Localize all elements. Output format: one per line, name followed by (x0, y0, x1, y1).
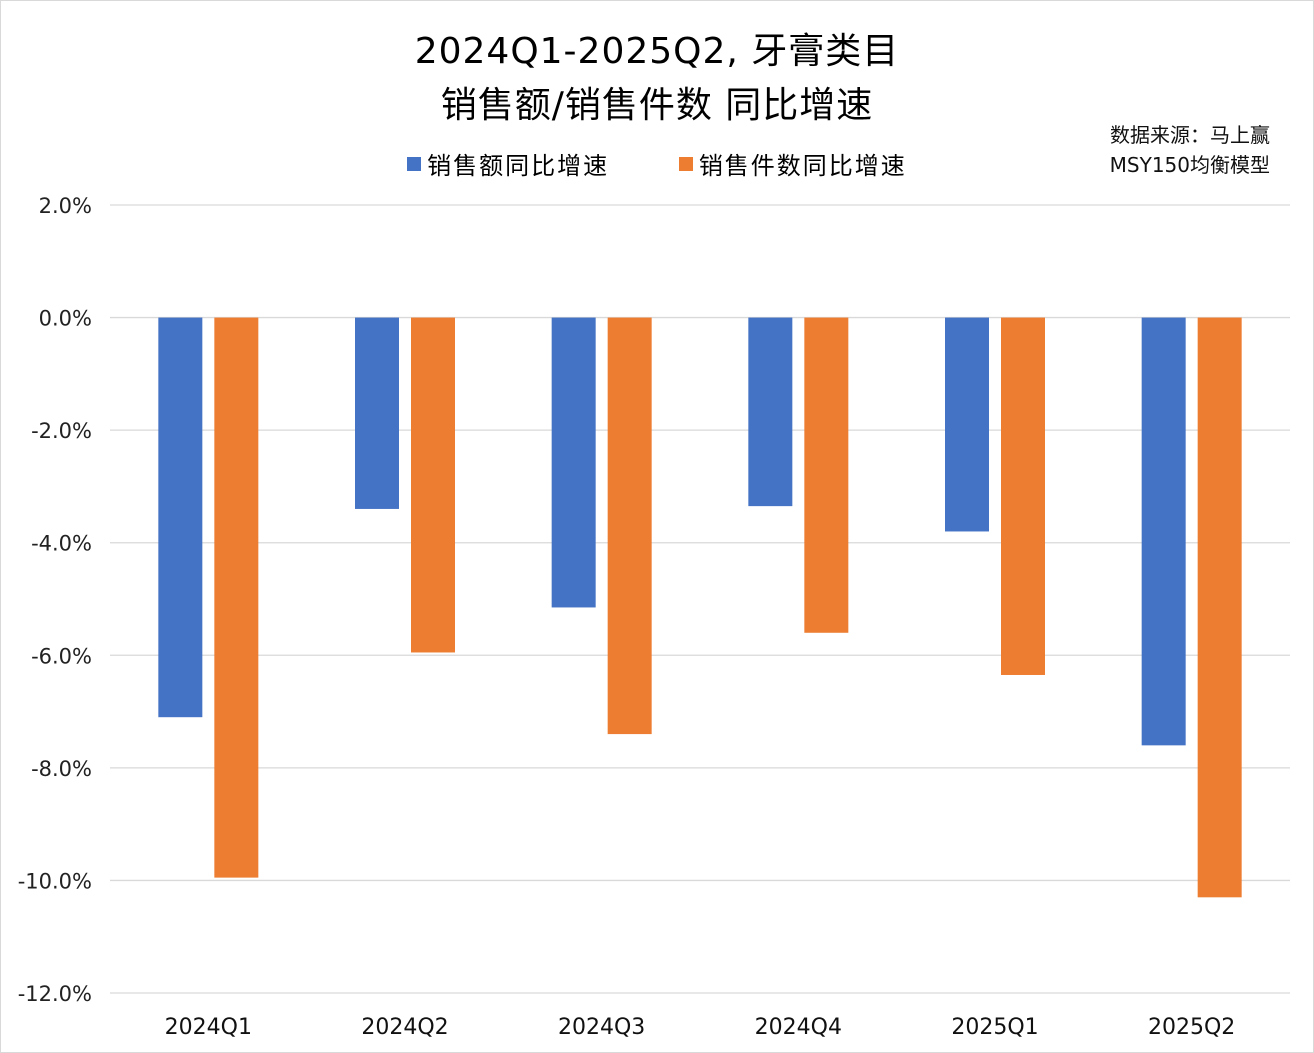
source-line-2: MSY150均衡模型 (1109, 153, 1270, 177)
bar-sales-units-2025Q1 (1001, 317, 1045, 675)
x-tick-label: 2024Q4 (755, 1015, 842, 1040)
bar-sales-units-2024Q3 (607, 317, 652, 735)
bar-sales-amount-2024Q2 (355, 317, 399, 509)
source-note: 数据来源：马上赢 MSY150均衡模型 (1110, 120, 1270, 180)
x-tick-label: 2024Q3 (558, 1015, 645, 1040)
y-tick-label: -4.0% (31, 532, 92, 556)
bar-sales-units-2025Q2 (1197, 317, 1242, 898)
legend: 销售额同比增速 销售件数同比增速 (0, 146, 1314, 181)
bar-sales-units-2024Q1 (214, 317, 259, 878)
legend-label-sales-units: 销售件数同比增速 (698, 152, 907, 180)
legend-label-sales-amount: 销售额同比增速 (427, 152, 610, 180)
bar-sales-units-2024Q2 (411, 317, 455, 653)
bar-sales-amount-2024Q1 (158, 317, 203, 718)
chart-title-line-1: 2024Q1-2025Q2, 牙膏类目 (414, 31, 900, 72)
y-tick-label: 2.0% (39, 194, 92, 218)
legend-swatch-sales-amount (407, 156, 422, 171)
x-tick-label: 2025Q1 (951, 1015, 1038, 1040)
bar-sales-amount-2025Q2 (1141, 317, 1186, 746)
legend-swatch-sales-units (678, 156, 693, 171)
bar-sales-amount-2025Q1 (945, 317, 989, 532)
x-tick-label: 2024Q1 (165, 1015, 252, 1040)
y-tick-label: -10.0% (18, 869, 92, 893)
legend-item-sales-amount: 销售额同比增速 (407, 146, 609, 181)
y-tick-label: 0.0% (39, 307, 92, 331)
y-tick-label: -6.0% (31, 644, 92, 668)
x-tick-label: 2025Q2 (1148, 1015, 1235, 1040)
chart-title-line-2: 销售额/销售件数 同比增速 (440, 85, 874, 126)
y-tick-label: -8.0% (31, 757, 92, 781)
x-tick-label: 2024Q2 (361, 1015, 448, 1040)
y-tick-label: -2.0% (31, 419, 92, 443)
source-line-1: 数据来源：马上赢 (1110, 123, 1270, 147)
bar-sales-amount-2024Q4 (748, 317, 793, 507)
legend-item-sales-units: 销售件数同比增速 (678, 146, 907, 181)
bar-sales-amount-2024Q3 (551, 317, 596, 608)
bar-sales-units-2024Q4 (804, 317, 849, 633)
y-tick-label: -12.0% (18, 982, 92, 1006)
